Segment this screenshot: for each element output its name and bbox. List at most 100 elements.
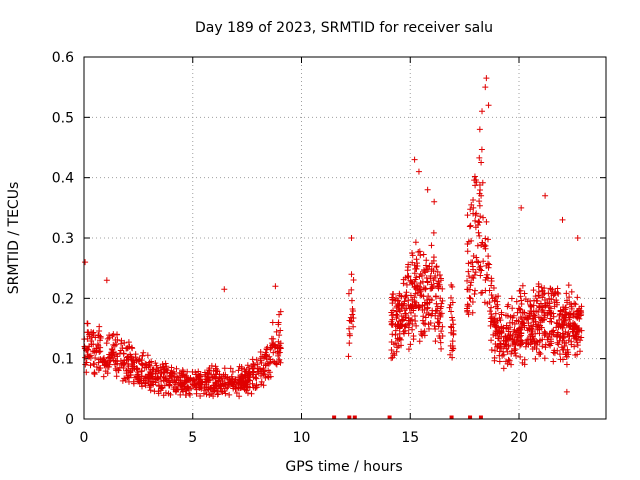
data-point: [436, 333, 443, 340]
data-point: [429, 284, 436, 291]
data-point: [90, 329, 97, 336]
data-point: [450, 331, 457, 338]
data-point: [432, 293, 439, 300]
data-point: [511, 350, 518, 357]
data-point: [346, 317, 353, 324]
data-point: [551, 350, 558, 357]
data-point: [96, 323, 103, 330]
data-point: [138, 368, 145, 375]
data-point: [495, 335, 502, 342]
data-point: [472, 177, 479, 184]
data-point: [189, 368, 196, 375]
data-point: [504, 336, 511, 343]
data-point: [524, 314, 531, 321]
data-point: [564, 299, 571, 306]
data-point: [393, 295, 400, 302]
data-point: [417, 279, 424, 286]
data-point: [155, 368, 162, 375]
data-point: [478, 159, 485, 166]
data-point: [578, 327, 585, 334]
data-point: [428, 312, 435, 319]
grid-lines: [84, 57, 606, 419]
data-point: [524, 327, 531, 334]
data-point: [469, 299, 476, 306]
data-point: [563, 353, 570, 360]
data-point: [469, 274, 476, 281]
y-tick-label: 0.3: [52, 231, 74, 247]
data-point: [277, 327, 284, 334]
data-point: [551, 347, 558, 354]
data-point: [530, 287, 537, 294]
data-point: [488, 304, 495, 311]
data-point: [106, 351, 113, 358]
data-point: [449, 317, 456, 324]
data-point: [422, 269, 429, 276]
data-point: [232, 386, 239, 393]
data-point: [211, 381, 218, 388]
data-point: [114, 331, 121, 338]
data-point: [575, 311, 582, 318]
data-point: [431, 322, 438, 329]
data-point: [539, 343, 546, 350]
data-point: [470, 196, 477, 203]
data-point: [540, 291, 547, 298]
data-point: [505, 342, 512, 349]
data-point: [488, 337, 495, 344]
data-point: [509, 305, 516, 312]
data-point: [504, 360, 511, 367]
data-point: [419, 303, 426, 310]
data-point: [430, 257, 437, 264]
data-point: [90, 360, 97, 367]
data-point: [438, 345, 445, 352]
data-point: [242, 373, 249, 380]
data-point: [239, 374, 246, 381]
data-point: [151, 388, 158, 395]
data-point: [503, 322, 510, 329]
data-point: [400, 316, 407, 323]
data-point: [477, 213, 484, 220]
data-point: [542, 192, 549, 199]
data-point: [348, 286, 355, 293]
data-point: [421, 332, 428, 339]
data-points: [81, 75, 585, 420]
data-point: [103, 340, 110, 347]
data-point: [104, 335, 111, 342]
data-point: [484, 271, 491, 278]
data-point: [133, 373, 140, 380]
data-point: [519, 310, 526, 317]
x-axis-label: GPS time / hours: [285, 459, 402, 475]
data-point: [132, 354, 139, 361]
data-point: [97, 334, 104, 341]
data-point: [213, 375, 220, 382]
data-point: [144, 352, 151, 359]
data-point: [230, 379, 237, 386]
data-point: [570, 326, 577, 333]
data-point: [265, 367, 272, 374]
data-point: [535, 281, 542, 288]
data-point: [469, 309, 476, 316]
data-point: [426, 325, 433, 332]
data-point: [416, 338, 423, 345]
data-point: [542, 341, 549, 348]
data-point: [496, 358, 503, 365]
data-point: [574, 351, 581, 358]
data-point: [423, 257, 430, 264]
data-point: [467, 206, 474, 213]
data-point: [216, 375, 223, 382]
data-point: [432, 326, 439, 333]
data-point: [409, 326, 416, 333]
data-point: [517, 326, 524, 333]
data-point: [571, 300, 578, 307]
data-point: [448, 294, 455, 301]
x-tick-label: 15: [401, 430, 419, 446]
data-point: [518, 337, 525, 344]
data-point: [154, 365, 161, 372]
data-point: [521, 290, 528, 297]
data-point: [514, 309, 521, 316]
data-point: [506, 357, 513, 364]
data-point: [138, 380, 145, 387]
data-point: [413, 322, 420, 329]
data-point: [348, 297, 355, 304]
data-point: [491, 357, 498, 364]
data-point: [419, 317, 426, 324]
